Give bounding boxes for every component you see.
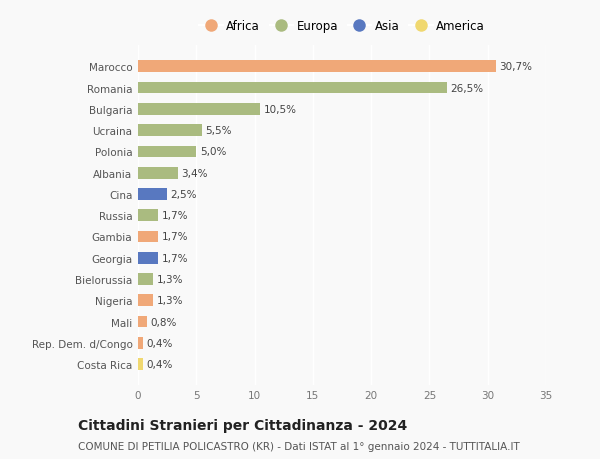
Bar xyxy=(138,295,153,307)
Bar xyxy=(138,231,158,243)
Text: COMUNE DI PETILIA POLICASTRO (KR) - Dati ISTAT al 1° gennaio 2024 - TUTTITALIA.I: COMUNE DI PETILIA POLICASTRO (KR) - Dati… xyxy=(78,441,520,451)
Text: Cittadini Stranieri per Cittadinanza - 2024: Cittadini Stranieri per Cittadinanza - 2… xyxy=(78,418,407,431)
Bar xyxy=(138,316,148,328)
Legend: Africa, Europa, Asia, America: Africa, Europa, Asia, America xyxy=(197,18,487,35)
Text: 3,4%: 3,4% xyxy=(181,168,208,178)
Bar xyxy=(138,358,143,370)
Text: 0,4%: 0,4% xyxy=(146,359,173,369)
Text: 1,3%: 1,3% xyxy=(157,274,183,285)
Bar xyxy=(138,252,158,264)
Bar xyxy=(138,210,158,222)
Bar xyxy=(138,189,167,200)
Bar xyxy=(138,274,153,285)
Bar xyxy=(138,62,496,73)
Text: 1,3%: 1,3% xyxy=(157,296,183,306)
Text: 1,7%: 1,7% xyxy=(161,211,188,221)
Text: 1,7%: 1,7% xyxy=(161,232,188,242)
Bar xyxy=(138,146,196,158)
Text: 2,5%: 2,5% xyxy=(170,190,197,200)
Text: 10,5%: 10,5% xyxy=(264,105,297,115)
Bar xyxy=(138,168,178,179)
Bar xyxy=(138,83,447,94)
Text: 1,7%: 1,7% xyxy=(161,253,188,263)
Text: 0,8%: 0,8% xyxy=(151,317,177,327)
Bar xyxy=(138,125,202,137)
Text: 30,7%: 30,7% xyxy=(499,62,532,72)
Bar xyxy=(138,337,143,349)
Text: 26,5%: 26,5% xyxy=(451,84,484,93)
Text: 5,5%: 5,5% xyxy=(206,126,232,136)
Bar xyxy=(138,104,260,116)
Text: 0,4%: 0,4% xyxy=(146,338,173,348)
Text: 5,0%: 5,0% xyxy=(200,147,226,157)
